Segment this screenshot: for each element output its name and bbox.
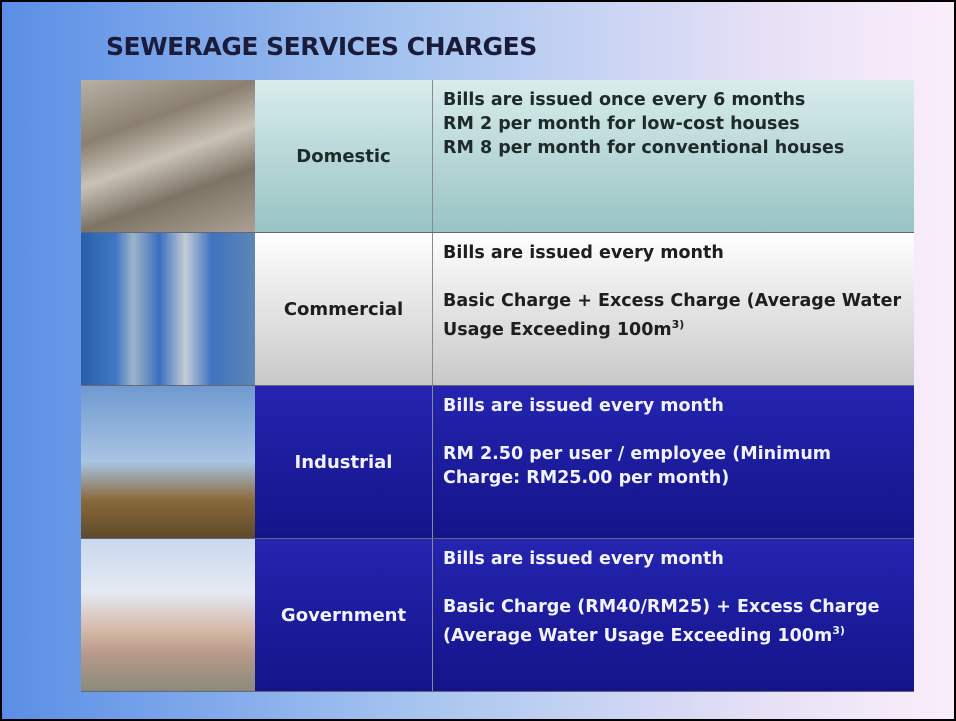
description-text: RM 2.50 per user / employee (Minimum Cha… <box>443 444 832 488</box>
row-photo <box>81 539 255 691</box>
charges-table: Domestic Bills are issued once every 6 mo… <box>81 80 914 692</box>
description-line: Bills are issued every month <box>443 394 904 418</box>
description-text: Bills are issued every month <box>443 549 724 569</box>
description-line: Bills are issued every month <box>443 241 904 265</box>
description-line: Basic Charge + Excess Charge (Average Wa… <box>443 289 904 342</box>
table-row: Domestic Bills are issued once every 6 mo… <box>81 80 914 233</box>
description-text: RM 8 per month for conventional houses <box>443 138 845 158</box>
row-photo <box>81 233 255 385</box>
category-cell: Commercial <box>255 233 433 385</box>
description-cell: Bills are issued every month Basic Charge… <box>433 233 914 385</box>
category-cell: Domestic <box>255 80 433 232</box>
table-row: Industrial Bills are issued every month RM… <box>81 386 914 539</box>
description-line: RM 8 per month for conventional houses <box>443 136 904 160</box>
description-text: Bills are issued every month <box>443 243 724 263</box>
description-line: RM 2 per month for low-cost houses <box>443 112 904 136</box>
description-text: Bills are issued every month <box>443 396 724 416</box>
category-cell: Industrial <box>255 386 433 538</box>
description-line: RM 2.50 per user / employee (Minimum Cha… <box>443 442 904 490</box>
slide-title: SEWERAGE SERVICES CHARGES <box>106 32 537 61</box>
row-photo <box>81 386 255 538</box>
description-text: Bills are issued once every 6 months <box>443 90 806 110</box>
description-cell: Bills are issued once every 6 months RM 2… <box>433 80 914 232</box>
description-line: Bills are issued every month <box>443 547 904 571</box>
description-text: Basic Charge + Excess Charge (Average Wa… <box>443 291 902 340</box>
row-photo <box>81 80 255 232</box>
description-text: RM 2 per month for low-cost houses <box>443 114 800 134</box>
description-cell: Bills are issued every month Basic Charge… <box>433 539 914 691</box>
description-line: Bills are issued once every 6 months <box>443 88 904 112</box>
table-row: Government Bills are issued every month Ba… <box>81 539 914 692</box>
description-cell: Bills are issued every month RM 2.50 per … <box>433 386 914 538</box>
superscript: 3) <box>832 624 845 637</box>
superscript: 3) <box>671 318 685 331</box>
description-text: Basic Charge (RM40/RM25) + Excess Charge… <box>443 597 880 646</box>
category-cell: Government <box>255 539 433 691</box>
description-line: Basic Charge (RM40/RM25) + Excess Charge… <box>443 595 904 648</box>
table-row: Commercial Bills are issued every month Ba… <box>81 233 914 386</box>
